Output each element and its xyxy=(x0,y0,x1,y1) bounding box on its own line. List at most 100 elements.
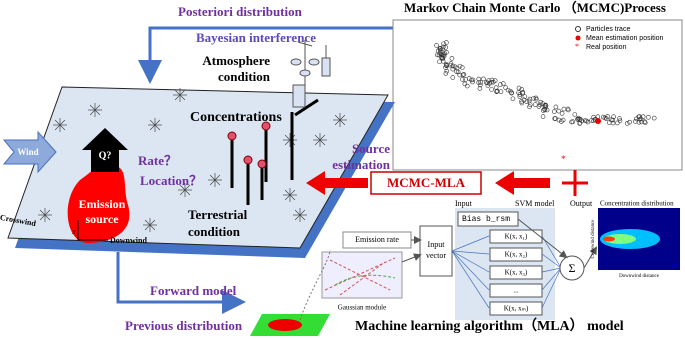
plant xyxy=(299,209,306,216)
plant xyxy=(214,174,221,181)
kernel-label: K(x, xₘ) xyxy=(504,305,529,313)
arrow xyxy=(541,267,562,291)
particle xyxy=(627,119,632,125)
plant xyxy=(209,179,216,186)
particle xyxy=(576,115,581,121)
label: Σ xyxy=(569,261,576,275)
particle xyxy=(498,89,504,95)
label: vector xyxy=(426,251,446,260)
particle xyxy=(509,90,514,95)
particle xyxy=(444,40,449,45)
particle xyxy=(516,85,522,91)
particle xyxy=(527,104,532,110)
plant xyxy=(144,224,151,231)
label: Downwind xyxy=(110,236,147,245)
arrow xyxy=(451,250,490,255)
particle xyxy=(556,108,562,114)
particle xyxy=(450,75,456,80)
label: Q? xyxy=(99,150,112,161)
particle xyxy=(510,96,516,102)
arrow xyxy=(451,235,490,252)
particle xyxy=(603,116,609,121)
particle xyxy=(460,72,466,78)
label: Previous distribution xyxy=(125,318,243,333)
particle xyxy=(505,87,511,93)
particle xyxy=(540,114,546,119)
particle xyxy=(466,76,472,81)
particle xyxy=(437,59,442,65)
particle xyxy=(521,97,527,103)
kernel-label: K(x, x₁) xyxy=(505,233,528,241)
particle xyxy=(615,120,620,126)
svm-box xyxy=(455,208,555,320)
plant xyxy=(149,124,156,131)
particle xyxy=(470,79,475,85)
particle xyxy=(589,118,594,123)
particle xyxy=(454,69,459,74)
label: Rate？ xyxy=(138,153,177,168)
particle xyxy=(443,71,449,76)
plant xyxy=(314,139,321,146)
particle xyxy=(610,117,616,123)
legend-entry: Real position xyxy=(586,44,627,51)
plant xyxy=(314,134,321,141)
particle xyxy=(533,102,538,107)
plant xyxy=(94,109,101,116)
label: Terrestrial xyxy=(188,207,248,222)
label: Emission rate xyxy=(355,235,399,244)
plant xyxy=(179,189,186,196)
input-vector-box xyxy=(419,225,453,277)
arrow xyxy=(451,250,490,309)
particle xyxy=(478,80,483,85)
kernel-box xyxy=(489,265,543,280)
particle xyxy=(551,109,557,114)
legend-entry: Mean estimation position xyxy=(586,35,664,42)
plant xyxy=(179,184,186,191)
kernels: K(x, x₁) K(x, x₂) K(x, x₃)... K(x, xₘ) xyxy=(451,229,562,316)
arrow xyxy=(451,250,490,273)
plant xyxy=(89,109,96,116)
label: Input xyxy=(428,240,446,249)
title: Markov Chain Monte Carlo （MCMC)Process xyxy=(404,0,666,15)
plant xyxy=(144,219,151,226)
label: Source xyxy=(352,141,390,156)
mean-position xyxy=(595,118,601,124)
plant xyxy=(44,214,51,221)
label: Atmosphere xyxy=(202,53,270,68)
particle xyxy=(457,72,463,78)
particle xyxy=(566,107,571,113)
plus xyxy=(562,170,588,196)
wind-arrow xyxy=(2,130,57,174)
plant xyxy=(39,214,46,221)
plant xyxy=(44,209,51,216)
kernel-box xyxy=(489,301,543,316)
particle xyxy=(434,43,439,48)
particle xyxy=(543,103,549,108)
legend-entry: Particles trace xyxy=(586,26,630,33)
particle xyxy=(559,111,565,116)
plant xyxy=(299,214,306,221)
particle xyxy=(519,99,524,104)
particle xyxy=(485,83,491,88)
particle xyxy=(489,87,494,92)
particle xyxy=(585,119,591,125)
label: source xyxy=(85,212,119,226)
plant xyxy=(334,119,341,126)
plant xyxy=(294,209,301,216)
label: condition xyxy=(218,69,271,84)
particle xyxy=(591,114,596,120)
arrow xyxy=(583,246,598,269)
legend-marker xyxy=(575,26,581,32)
plant xyxy=(284,134,291,141)
red-arrow xyxy=(495,171,550,195)
particle xyxy=(435,48,441,54)
kernel-box xyxy=(489,247,543,262)
plant xyxy=(154,124,161,131)
sensors xyxy=(230,98,319,205)
feedback-arrow xyxy=(138,26,395,84)
particle xyxy=(498,82,503,87)
plant xyxy=(39,209,46,216)
particle xyxy=(527,102,533,108)
plant xyxy=(214,179,221,186)
legend-marker xyxy=(575,35,581,41)
